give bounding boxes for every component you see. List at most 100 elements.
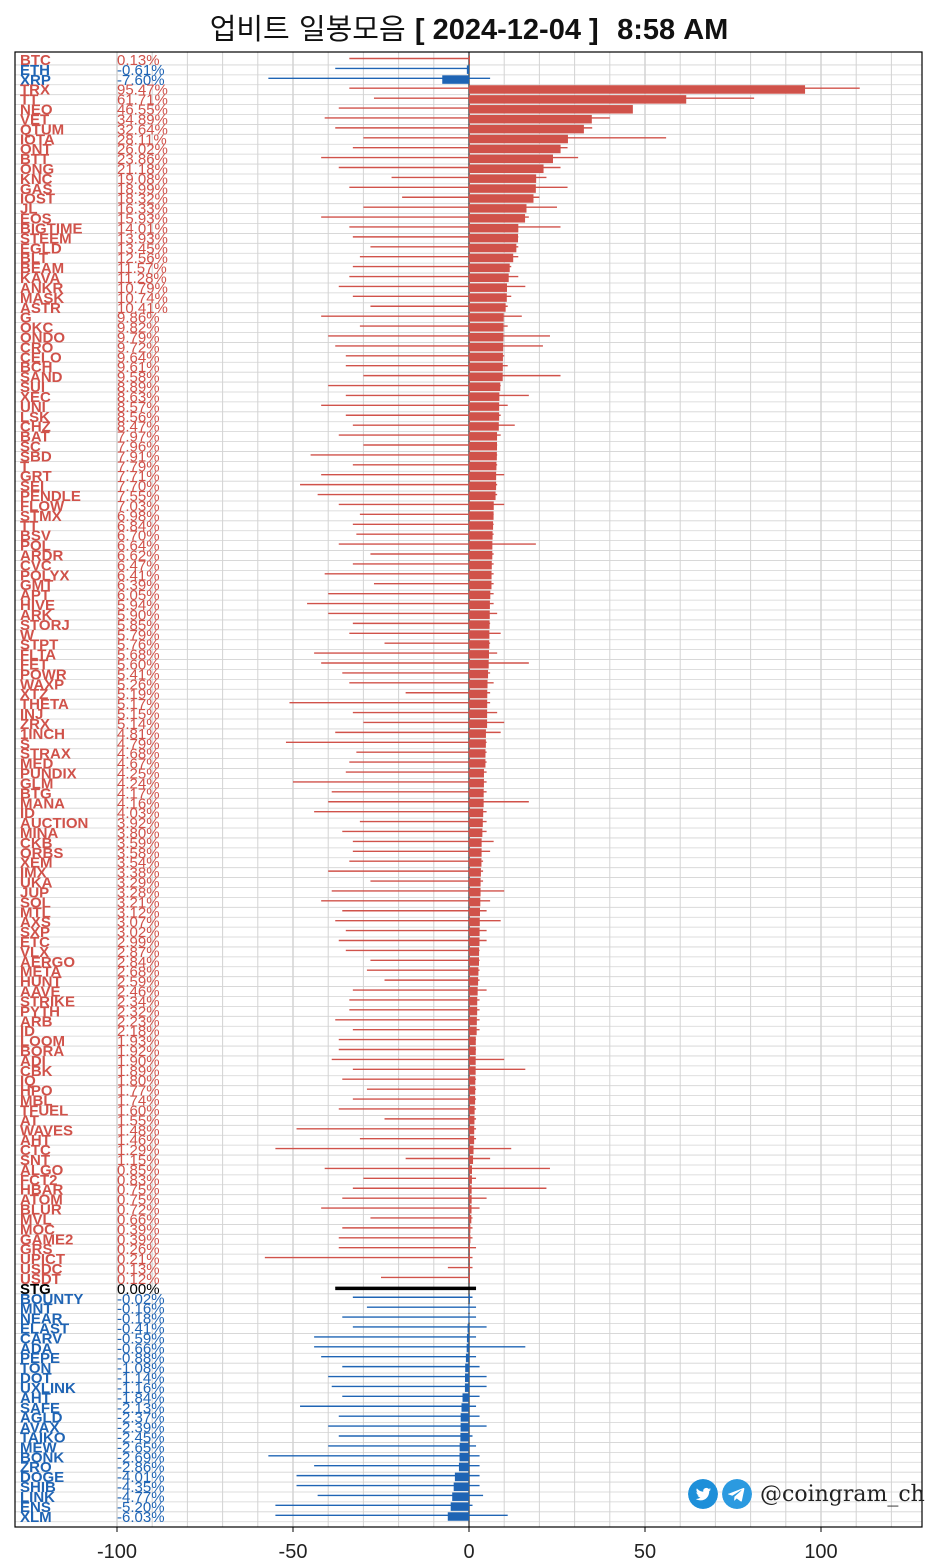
- bar-body: [469, 987, 478, 996]
- bar-body: [469, 858, 482, 867]
- row-symbol: FET: [20, 657, 48, 674]
- bar-body: [469, 620, 490, 629]
- row-change: 4.03%: [117, 805, 160, 822]
- bar-body: [469, 917, 480, 927]
- bar-body: [469, 679, 488, 689]
- bar-body: [469, 1165, 472, 1174]
- bar-body: [469, 124, 584, 134]
- bar-body: [469, 283, 507, 292]
- row-symbol: HIVE: [20, 597, 55, 614]
- bar-body: [469, 402, 500, 411]
- bar-body: [469, 937, 480, 946]
- row-change: 0.13%: [117, 52, 160, 69]
- row-symbol: G: [20, 310, 32, 327]
- row-change: 5.15%: [117, 706, 160, 723]
- row-symbol: KAVA: [20, 270, 60, 287]
- bar-body: [469, 808, 484, 818]
- row-symbol: AHT: [20, 1132, 51, 1149]
- bar-body: [461, 1403, 469, 1412]
- row-change: -1.14%: [117, 1370, 165, 1387]
- row-change: 9.58%: [117, 369, 160, 386]
- row-symbol: BAT: [20, 429, 50, 446]
- row-change: 32.64%: [117, 121, 168, 138]
- row-change: 5.41%: [117, 666, 160, 683]
- row-change: 11.57%: [117, 260, 167, 277]
- row-symbol: TON: [20, 1360, 51, 1377]
- row-symbol: XLM: [20, 1509, 52, 1526]
- bar-body: [469, 1224, 471, 1234]
- bar-body: [468, 1304, 470, 1313]
- bar-body: [454, 1472, 469, 1482]
- row-change: 3.54%: [117, 855, 160, 872]
- row-change: 6.05%: [117, 587, 160, 604]
- row-symbol: QTUM: [20, 121, 64, 138]
- row-symbol: XTZ: [20, 686, 48, 703]
- row-change: 4.16%: [117, 795, 160, 812]
- row-change: 4.67%: [117, 756, 160, 773]
- row-symbol: SAND: [20, 369, 63, 386]
- row-symbol: KNC: [20, 171, 53, 188]
- row-symbol: ANKR: [20, 280, 63, 297]
- row-change: 11.28%: [117, 270, 167, 287]
- row-symbol: META: [20, 964, 62, 981]
- telegram-icon[interactable]: [722, 1479, 752, 1509]
- row-change: 7.79%: [117, 458, 160, 475]
- row-symbol: STMX: [20, 508, 62, 525]
- chart-grid: [15, 52, 922, 1527]
- bar-body: [469, 650, 489, 659]
- row-change: 26.02%: [117, 141, 168, 158]
- row-symbol: MNT: [20, 1301, 53, 1318]
- twitter-icon[interactable]: [688, 1479, 718, 1509]
- row-symbol: CVC: [20, 557, 52, 574]
- x-tick-label: 0: [463, 1541, 474, 1563]
- bar-body: [469, 1234, 471, 1244]
- bar-body: [458, 1462, 469, 1472]
- row-symbol: CTC: [20, 1142, 51, 1159]
- row-symbol: IMX: [20, 865, 47, 882]
- row-symbol: VLX: [20, 944, 49, 961]
- row-change: 9.79%: [117, 329, 160, 346]
- row-change: 6.47%: [117, 557, 160, 574]
- row-change: 19.08%: [117, 171, 168, 188]
- row-change: 8.47%: [117, 419, 160, 436]
- row-change: 6.62%: [117, 548, 160, 565]
- row-change: 5.68%: [117, 647, 160, 664]
- bar-body: [469, 838, 482, 847]
- row-symbol: AXS: [20, 914, 51, 931]
- row-change: 0.75%: [117, 1182, 160, 1199]
- bar-body: [469, 1006, 478, 1016]
- bar-body: [469, 105, 633, 114]
- row-change: -0.88%: [117, 1350, 165, 1367]
- bar-body: [469, 422, 499, 431]
- row-change: -7.60%: [117, 72, 165, 89]
- row-change: 10.41%: [117, 300, 168, 317]
- row-change: 0.85%: [117, 1162, 160, 1179]
- row-symbol: MASK: [20, 290, 64, 307]
- row-symbol: HUNT: [20, 974, 62, 991]
- row-change: 4.81%: [117, 726, 160, 743]
- row-symbol: ETH: [20, 62, 50, 79]
- row-symbol: BLT: [20, 250, 48, 267]
- row-change: 14.01%: [117, 220, 168, 237]
- bar-body: [469, 996, 478, 1006]
- bar-body: [469, 769, 484, 778]
- row-change: 2.46%: [117, 984, 160, 1001]
- row-symbol: FLTA: [20, 647, 56, 664]
- row-symbol: CBK: [20, 1063, 53, 1080]
- row-change: 3.59%: [117, 835, 160, 852]
- bar-body: [469, 1264, 470, 1274]
- row-change: 2.18%: [117, 1023, 160, 1040]
- bar-body: [465, 1363, 469, 1373]
- bar-body: [469, 174, 537, 183]
- row-symbol: POL: [20, 538, 51, 555]
- row-symbol: TFUEL: [20, 1102, 68, 1119]
- bar-body: [462, 1393, 469, 1402]
- row-symbol: APT: [20, 587, 50, 604]
- row-change: -0.16%: [117, 1301, 165, 1318]
- row-symbol: LINK: [20, 1489, 55, 1506]
- row-symbol: ENS: [20, 1499, 51, 1516]
- row-change: 13.45%: [117, 240, 168, 257]
- row-symbol: AT: [20, 1112, 39, 1129]
- title-date: [ 2024-12-04 ]: [414, 14, 599, 46]
- bar-body: [469, 511, 494, 520]
